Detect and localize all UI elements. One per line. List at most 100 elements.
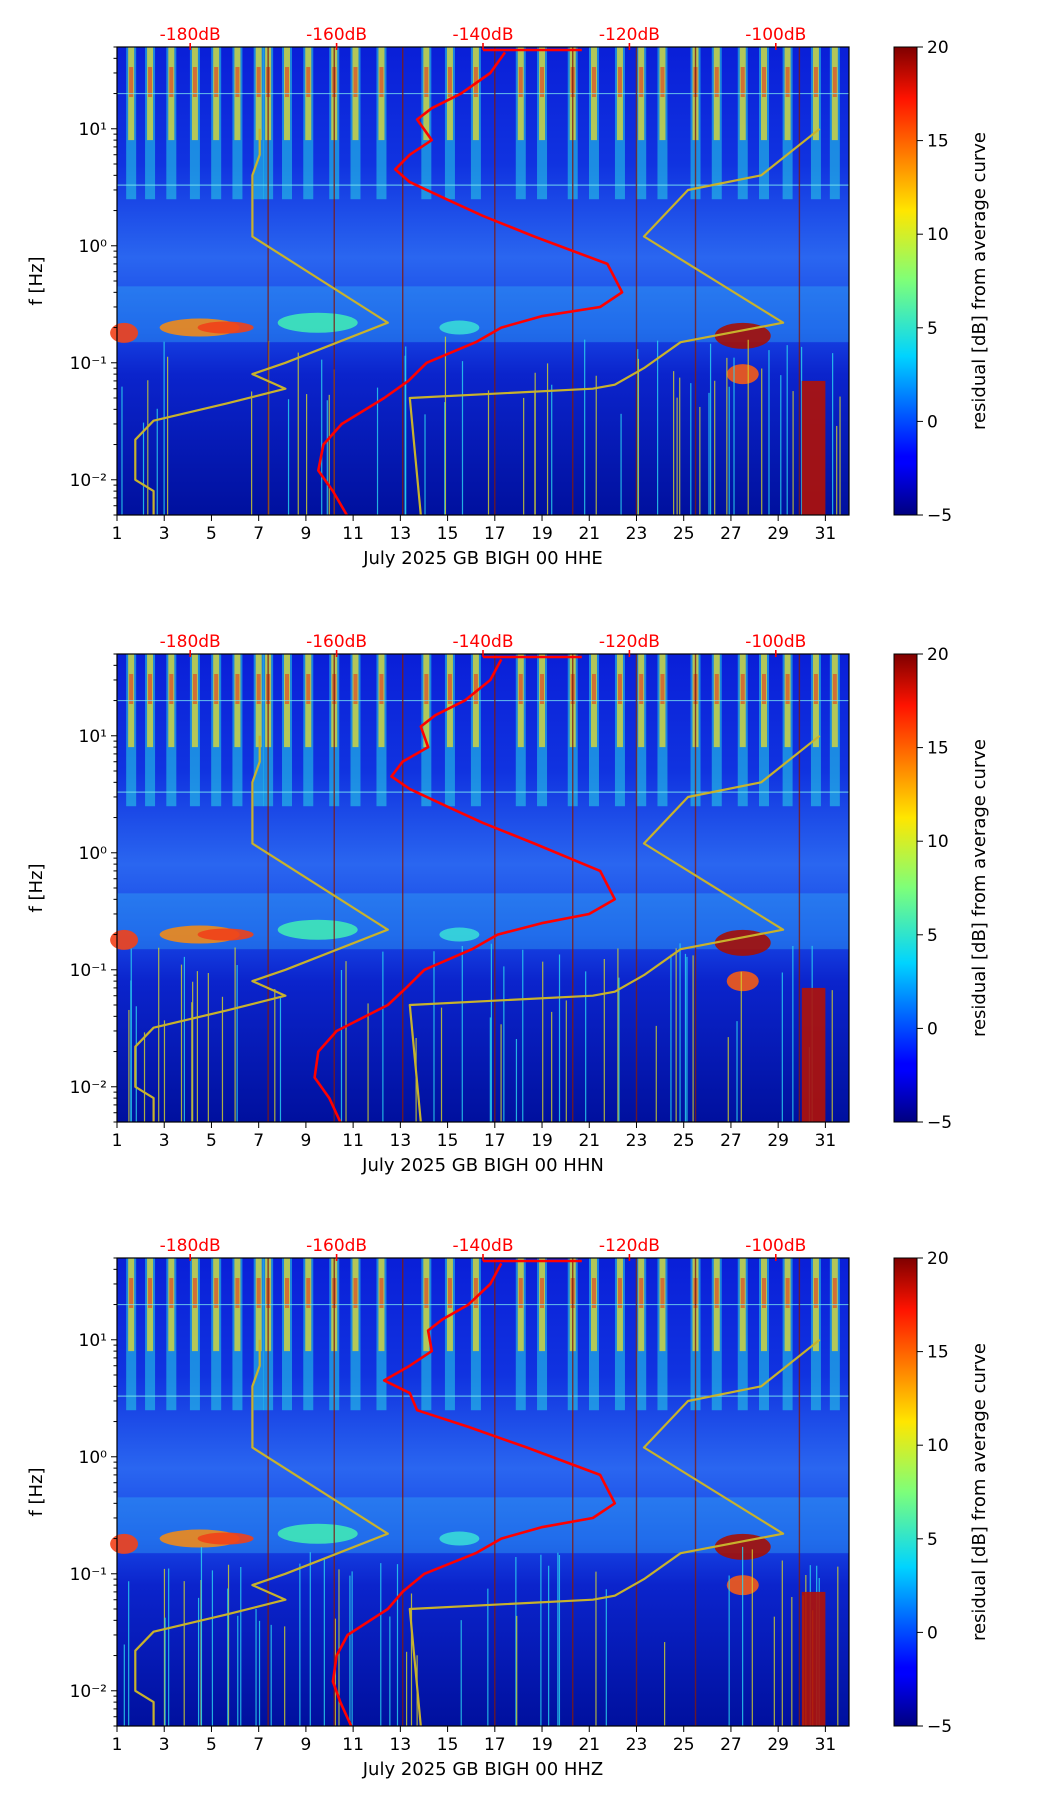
colorbar-tick-label: −5 (927, 506, 952, 526)
hf-band-peak (306, 674, 311, 704)
colorbar-tick-label: 15 (927, 1343, 949, 1363)
heatmap-blob (439, 320, 480, 335)
hf-band-peak (639, 67, 644, 97)
heatmap-blob (197, 321, 254, 334)
x-tick-label: 17 (484, 1131, 506, 1151)
y-tick-label: 10⁰ (79, 1448, 108, 1468)
db-axis-label: -140dB (452, 632, 513, 652)
db-axis-label: -180dB (160, 632, 221, 652)
y-tick-label: 10⁻¹ (70, 961, 107, 981)
hf-band-peak (169, 674, 174, 704)
x-tick-label: 11 (342, 1735, 364, 1755)
x-tick-label: 5 (206, 524, 217, 544)
colorbar-label: residual [dB] from average curve (969, 1343, 990, 1641)
hf-band-peak (714, 1278, 719, 1308)
hf-band-peak (192, 674, 197, 704)
hf-band-peak (353, 1278, 358, 1308)
x-tick-label: 23 (626, 1131, 648, 1151)
x-tick-label: 31 (815, 1735, 837, 1755)
x-tick-label: 11 (342, 1131, 364, 1151)
x-tick-label: 3 (159, 1735, 170, 1755)
hf-band-peak (714, 67, 719, 97)
hf-band-peak (214, 1278, 219, 1308)
x-tick-label: 1 (112, 524, 123, 544)
heatmap-blob (439, 1531, 480, 1546)
y-tick-label: 10¹ (79, 727, 107, 747)
hf-band-peak (424, 1278, 429, 1308)
average-psd-curve (331, 1262, 617, 1727)
panel-hhz: 1 3 5 7 9 11 13 15 17 19 21 23 25 27 29 3110⁻²10⁻¹10⁰10… (26, 1236, 990, 1780)
colorbar-tick-label: 0 (927, 1623, 938, 1643)
y-tick-label: 10⁻¹ (70, 1565, 107, 1585)
hf-band-peak (639, 674, 644, 704)
hf-band-peak (379, 1278, 384, 1308)
y-tick-label: 10⁰ (79, 844, 108, 864)
x-axis-label: July 2025 GB BIGH 00 HHN (361, 1155, 604, 1176)
colorbar-tick-label: 5 (927, 319, 938, 339)
hf-band-peak (379, 67, 384, 97)
hf-band-peak (473, 1278, 478, 1308)
x-tick-label: 31 (815, 1131, 837, 1151)
x-tick-label: 15 (437, 524, 459, 544)
hf-band-peak (714, 674, 719, 704)
hf-band-peak (214, 674, 219, 704)
x-tick-label: 9 (300, 524, 311, 544)
hf-band-peak (235, 674, 240, 704)
x-axis-label: July 2025 GB BIGH 00 HHZ (362, 1759, 604, 1780)
y-axis-label: f [Hz] (26, 1467, 47, 1516)
hf-band-peak (424, 674, 429, 704)
hf-band-peak (518, 1278, 523, 1308)
hf-band-peak (235, 67, 240, 97)
low-noise-model-curve (134, 735, 389, 1122)
x-tick-label: 27 (720, 1735, 742, 1755)
db-axis-label: -100dB (745, 632, 806, 652)
x-tick-label: 9 (300, 1735, 311, 1755)
hf-band-peak (129, 674, 134, 704)
x-tick-label: 15 (437, 1131, 459, 1151)
y-tick-label: 10¹ (79, 1331, 107, 1351)
hf-band-peak (591, 1278, 596, 1308)
heatmap-blob (110, 322, 139, 343)
colorbar (893, 46, 918, 516)
hf-band-peak (785, 1278, 790, 1308)
x-tick-label: 7 (253, 1735, 264, 1755)
heatmap-blob (197, 928, 254, 941)
colorbar-tick-label: −5 (927, 1717, 952, 1737)
y-tick-label: 10⁻¹ (70, 354, 107, 374)
hf-band-peak (148, 1278, 153, 1308)
x-axis-label: July 2025 GB BIGH 00 HHE (362, 548, 603, 569)
colorbar-tick-label: 5 (927, 1530, 938, 1550)
colorbar-tick-label: 5 (927, 926, 938, 946)
x-tick-label: 7 (253, 1131, 264, 1151)
colorbar-tick-label: 15 (927, 739, 949, 759)
hf-band-peak (518, 67, 523, 97)
heatmap-blob (439, 927, 480, 942)
y-axis-label: f [Hz] (26, 863, 47, 912)
x-tick-label: 13 (390, 1735, 412, 1755)
colorbar-tick-label: 0 (927, 412, 938, 432)
hf-band-peak (235, 1278, 240, 1308)
hf-band-peak (192, 1278, 197, 1308)
hf-band-peak (306, 67, 311, 97)
y-tick-label: 10⁻² (70, 1682, 107, 1702)
x-tick-label: 15 (437, 1735, 459, 1755)
hf-band-peak (148, 674, 153, 704)
colorbar-tick-label: 10 (927, 225, 949, 245)
x-tick-label: 31 (815, 524, 837, 544)
heatmap-blob (277, 312, 358, 333)
x-tick-label: 29 (767, 524, 789, 544)
hf-band-peak (285, 67, 290, 97)
hf-band-peak (813, 1278, 818, 1308)
heatmap-blob (110, 1533, 139, 1554)
x-tick-label: 5 (206, 1735, 217, 1755)
colorbar (893, 653, 918, 1123)
hf-band-peak (761, 674, 766, 704)
x-tick-label: 23 (626, 524, 648, 544)
hf-band-peak (447, 674, 452, 704)
colorbar-label: residual [dB] from average curve (969, 132, 990, 430)
x-tick-label: 29 (767, 1735, 789, 1755)
x-tick-label: 19 (531, 524, 553, 544)
hf-band-peak (591, 674, 596, 704)
hf-band-peak (192, 67, 197, 97)
